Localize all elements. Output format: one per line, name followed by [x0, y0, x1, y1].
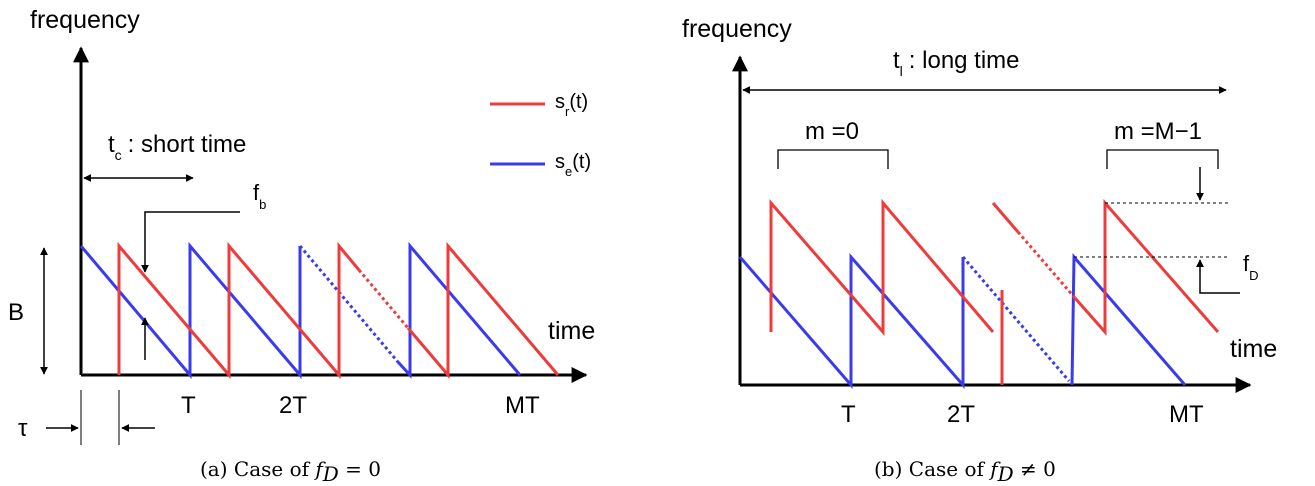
panel-b-m0-label: m =0: [805, 118, 859, 145]
panel-b-tick-2T: 2T: [947, 401, 975, 428]
panel-a-received-signal: [117, 241, 560, 380]
legend-received-label: sr(t): [555, 91, 588, 119]
panel-b-emitted-signal: [738, 253, 1187, 390]
panel-b-y-axis-label: frequency: [682, 15, 792, 43]
panel-a-tick-MT: MT: [505, 392, 540, 419]
panel-a-caption: (a) Case of fD = 0: [200, 457, 381, 486]
panel-a-y-axis-label: frequency: [30, 6, 140, 34]
panel-b-tl-label: tl: long time: [893, 47, 1020, 79]
panel-b-mM-label: m =M−1: [1114, 118, 1202, 145]
panel-a-fb-leader: [141, 211, 240, 273]
panel-a-x-axis-label: time: [548, 317, 595, 345]
panel-a-tc-label: tc: short time: [108, 131, 246, 163]
panel-a: frequency time sr(t) se(t) tc: s: [8, 6, 595, 486]
panel-b-caption: (b) Case of fD ≠ 0: [874, 457, 1056, 486]
panel-a-tick-T: T: [181, 392, 196, 419]
panel-a-tick-2T: 2T: [279, 392, 307, 419]
panel-b-mM-bracket: [1106, 149, 1219, 169]
panel-a-fb-label: fb: [253, 180, 266, 212]
panel-a-emitted-signal: [79, 241, 522, 380]
panel-b-tick-MT: MT: [1169, 401, 1204, 428]
legend-emitted-label: se(t): [555, 151, 591, 179]
panel-b: frequency time tl: long time m =0 m =M−1: [682, 15, 1277, 486]
panel-b-m0-bracket: [777, 149, 889, 169]
panel-b-x-axis-label: time: [1230, 335, 1277, 363]
panel-a-legend: sr(t) se(t): [490, 91, 591, 179]
panel-b-received-signal: [769, 198, 1220, 385]
panel-b-fD-label: fD: [1243, 251, 1259, 283]
panel-b-tick-T: T: [841, 401, 856, 428]
panel-a-bandwidth-label: B: [8, 299, 24, 326]
panel-b-fD-arrow-bottom: [1196, 259, 1240, 294]
panel-a-tau-label: τ: [18, 415, 28, 442]
